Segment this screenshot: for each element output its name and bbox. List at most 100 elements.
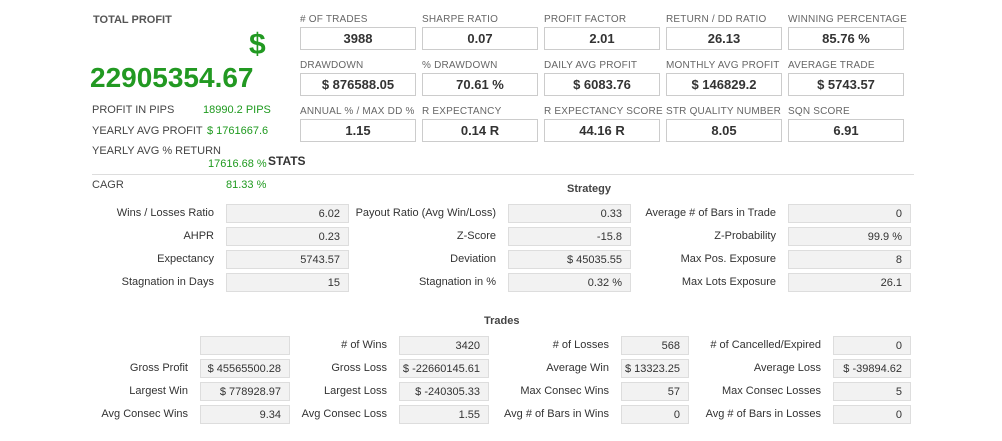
trades-field-value: $ 13323.25	[621, 359, 689, 378]
metric-label: SHARPE RATIO	[422, 14, 499, 25]
strategy-field-label: Payout Ratio (Avg Win/Loss)	[355, 207, 496, 219]
strategy-field-label: Wins / Losses Ratio	[116, 207, 214, 219]
trades-field-label: Avg # of Bars in Losses	[705, 408, 821, 420]
strategy-field-label: AHPR	[183, 230, 214, 242]
trades-field-label: Avg Consec Loss	[301, 408, 387, 420]
trades-field-value: 3420	[399, 336, 489, 355]
total-profit-label: TOTAL PROFIT	[93, 14, 172, 26]
trades-field-label: Gross Loss	[331, 362, 387, 374]
trades-field-value	[200, 336, 290, 355]
trades-field-value: 1.55	[399, 405, 489, 424]
trades-field-value: 5	[833, 382, 911, 401]
metric-value-box: 0.07	[422, 27, 538, 50]
trades-field-value: 0	[833, 405, 911, 424]
strategy-field-label: Stagnation in %	[418, 276, 496, 288]
trades-field-label: Avg # of Bars in Wins	[504, 408, 609, 420]
currency-symbol: $	[249, 28, 266, 61]
strategy-field-value: 0.32 %	[508, 273, 631, 292]
metric-value-box: 6.91	[788, 119, 904, 142]
strategy-title: Strategy	[567, 183, 612, 195]
metric-value-box: 2.01	[544, 27, 660, 50]
metric-label: R EXPECTANCY	[422, 106, 502, 117]
strategy-field-value: 6.02	[226, 204, 349, 223]
metric-value-box: 8.05	[666, 119, 782, 142]
profit-in-pips-label: PROFIT IN PIPS	[92, 104, 175, 116]
strategy-field-label: Max Pos. Exposure	[680, 253, 776, 265]
metric-value-box: 26.13	[666, 27, 782, 50]
metric-value-box: 0.14 R	[422, 119, 538, 142]
metric-label: WINNING PERCENTAGE	[788, 14, 907, 25]
metric-label: R EXPECTANCY SCORE	[544, 106, 663, 117]
yearly-avg-return-label: YEARLY AVG % RETURN	[92, 145, 221, 157]
trades-field-label: Average Win	[546, 362, 609, 374]
trades-field-label: # of Losses	[552, 339, 609, 351]
stats-title: STATS	[268, 154, 306, 168]
strategy-field-label: Deviation	[450, 253, 496, 265]
trades-field-value: $ -39894.62	[833, 359, 911, 378]
metric-label: STR QUALITY NUMBER	[666, 106, 782, 117]
strategy-field-value: -15.8	[508, 227, 631, 246]
yearly-avg-profit-label: YEARLY AVG PROFIT	[92, 125, 203, 137]
total-profit-value: 22905354.67	[90, 62, 254, 93]
metric-label: MONTHLY AVG PROFIT	[666, 60, 780, 71]
metric-label: DRAWDOWN	[300, 60, 364, 71]
trades-field-value: 568	[621, 336, 689, 355]
metric-label: RETURN / DD RATIO	[666, 14, 767, 25]
trades-field-value: 9.34	[200, 405, 290, 424]
metric-label: PROFIT FACTOR	[544, 14, 627, 25]
strategy-field-value: 0.23	[226, 227, 349, 246]
strategy-field-label: Stagnation in Days	[121, 276, 214, 288]
metric-value-box: $ 146829.2	[666, 73, 782, 96]
metric-label: AVERAGE TRADE	[788, 60, 875, 71]
strategy-field-value: 15	[226, 273, 349, 292]
trades-field-label: Largest Win	[129, 385, 188, 397]
strategy-field-label: Z-Probability	[714, 230, 776, 242]
trades-field-value: 57	[621, 382, 689, 401]
metric-label: # OF TRADES	[300, 14, 368, 25]
strategy-field-value: 0	[788, 204, 911, 223]
trades-field-value: 0	[833, 336, 911, 355]
trades-field-label: # of Cancelled/Expired	[710, 339, 821, 351]
trades-field-label: Max Consec Wins	[520, 385, 609, 397]
trades-field-label: Avg Consec Wins	[101, 408, 188, 420]
cagr-label: CAGR	[92, 179, 124, 191]
strategy-field-value: 5743.57	[226, 250, 349, 269]
cagr-value: 81.33 %	[226, 179, 267, 191]
trades-field-value: $ -22660145.61	[399, 359, 489, 378]
divider	[92, 174, 914, 175]
metric-value-box: 3988	[300, 27, 416, 50]
strategy-field-value: 8	[788, 250, 911, 269]
trades-field-label: # of Wins	[341, 339, 387, 351]
metric-value-box: 85.76 %	[788, 27, 904, 50]
trades-field-value: $ -240305.33	[399, 382, 489, 401]
trades-field-label: Average Loss	[753, 362, 821, 374]
metric-label: % DRAWDOWN	[422, 60, 498, 71]
metric-label: SQN SCORE	[788, 106, 850, 117]
metric-value-box: 44.16 R	[544, 119, 660, 142]
trades-title: Trades	[484, 315, 520, 327]
strategy-field-label: Max Lots Exposure	[681, 276, 776, 288]
yearly-avg-profit-value: $ 1761667.6	[207, 125, 269, 137]
metric-value-box: 70.61 %	[422, 73, 538, 96]
metric-value-box: $ 6083.76	[544, 73, 660, 96]
metric-value-box: $ 876588.05	[300, 73, 416, 96]
trades-field-label: Max Consec Losses	[721, 385, 821, 397]
metric-value-box: $ 5743.57	[788, 73, 904, 96]
profit-in-pips-value: 18990.2 PIPS	[203, 104, 271, 116]
metric-label: DAILY AVG PROFIT	[544, 60, 638, 71]
strategy-field-value: $ 45035.55	[508, 250, 631, 269]
trades-field-value: 0	[621, 405, 689, 424]
trades-field-value: $ 45565500.28	[200, 359, 290, 378]
strategy-field-value: 0.33	[508, 204, 631, 223]
strategy-field-label: Average # of Bars in Trade	[645, 207, 776, 219]
strategy-field-value: 99.9 %	[788, 227, 911, 246]
trades-field-label: Largest Loss	[324, 385, 387, 397]
trades-field-label: Gross Profit	[129, 362, 188, 374]
trades-field-value: $ 778928.97	[200, 382, 290, 401]
strategy-field-label: Z-Score	[456, 230, 496, 242]
yearly-avg-return-value: 17616.68 %	[208, 158, 267, 170]
strategy-field-label: Expectancy	[157, 253, 214, 265]
strategy-field-value: 26.1	[788, 273, 911, 292]
metric-value-box: 1.15	[300, 119, 416, 142]
metric-label: ANNUAL % / MAX DD %	[300, 106, 415, 117]
